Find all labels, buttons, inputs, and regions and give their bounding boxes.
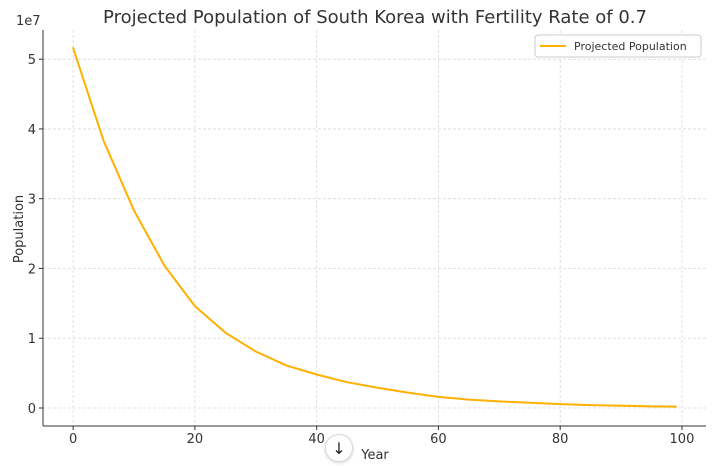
legend-box: [534, 34, 702, 58]
y-axis-offset-label: 1e7: [16, 14, 41, 29]
y-tick-label: 0: [28, 402, 36, 417]
y-axis-label: Population: [12, 195, 27, 263]
y-tick-label: 5: [28, 53, 36, 68]
x-tick-label: 60: [430, 432, 447, 447]
x-tick-label: 40: [308, 432, 325, 447]
x-tick-label: 80: [552, 432, 569, 447]
arrow-down-icon: ↓: [332, 438, 346, 458]
scroll-down-button[interactable]: ↓: [325, 434, 353, 462]
series-line-projected-population: [72, 47, 677, 408]
x-tick-label: 20: [187, 432, 204, 447]
axes: [39, 30, 706, 430]
y-tick-label: 4: [28, 123, 36, 138]
series-group: [72, 47, 677, 408]
x-tick-label: 100: [670, 432, 695, 447]
grid-lines: [43, 30, 706, 426]
legend-label: Projected Population: [574, 40, 687, 53]
chart-title: Projected Population of South Korea with…: [103, 7, 647, 28]
y-tick-label: 3: [28, 193, 36, 208]
x-axis-label: Year: [360, 448, 389, 463]
x-tick-label: 0: [69, 432, 77, 447]
y-tick-label: 2: [28, 262, 36, 277]
tick-labels: 0 20 40 60 80 100 0 1 2 3 4 5: [28, 53, 695, 447]
y-tick-label: 1: [28, 332, 36, 347]
legend: Projected Population: [534, 34, 702, 58]
